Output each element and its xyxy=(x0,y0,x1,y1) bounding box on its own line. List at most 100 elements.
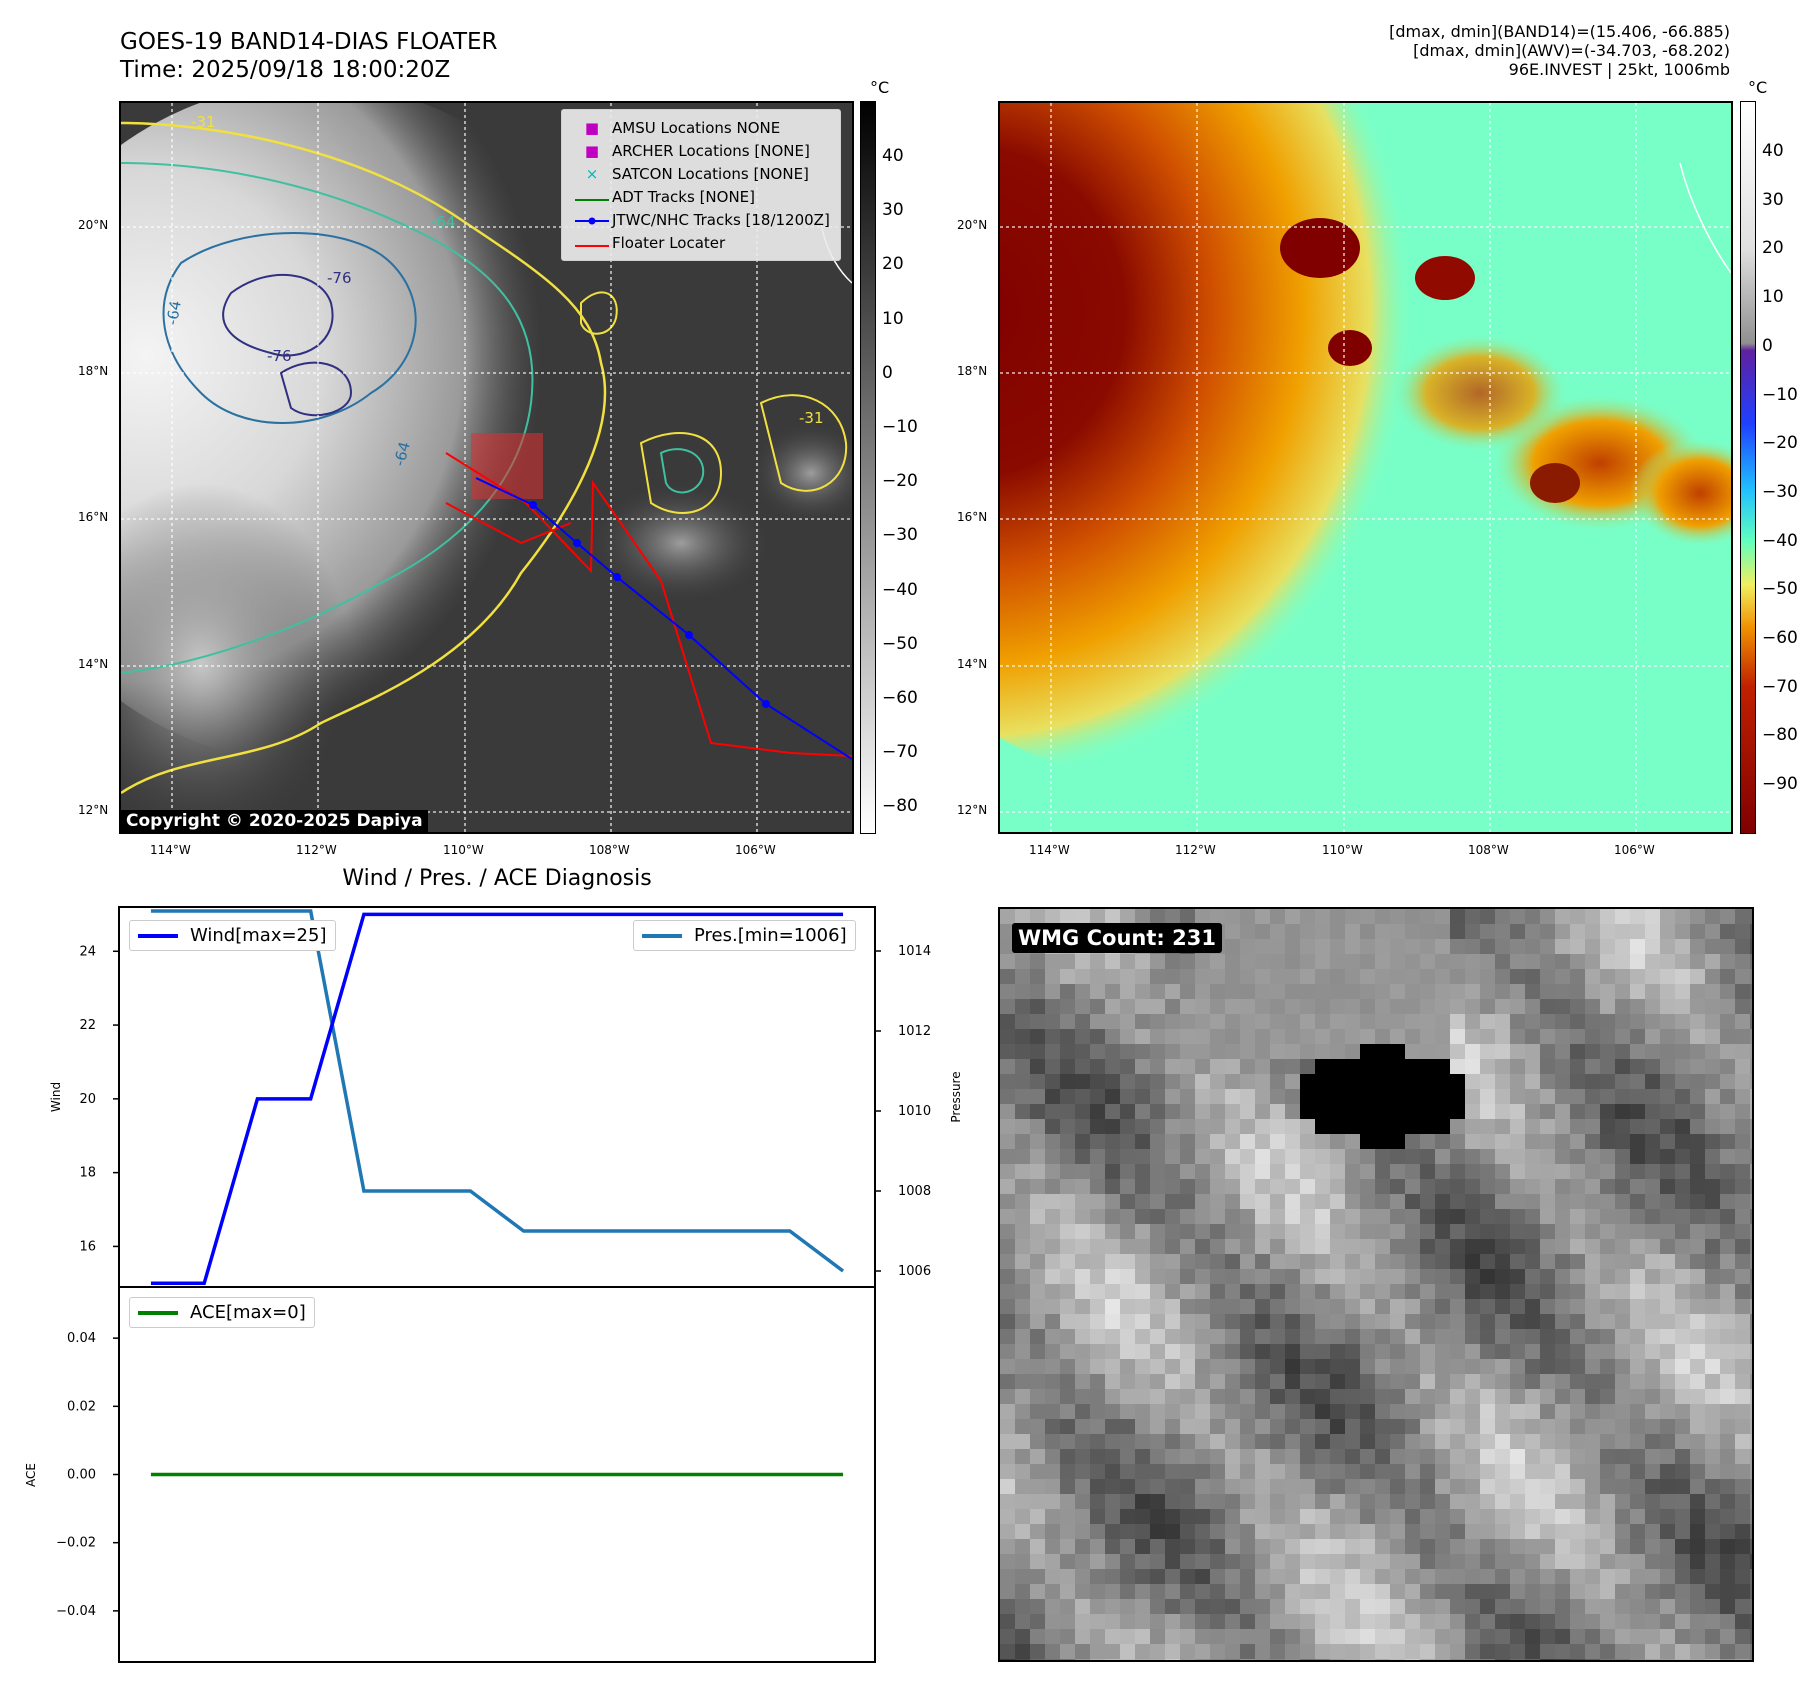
colorbar-tick-label: −10 xyxy=(882,417,918,437)
ace-tick-label: 0.04 xyxy=(67,1331,96,1346)
colorbar-tick-label: −50 xyxy=(1762,579,1798,600)
colorbar-tick-label: −80 xyxy=(882,796,918,817)
pressure-legend: Pres.[min=1006] xyxy=(633,920,856,951)
lon-label: 114°W xyxy=(1029,843,1070,857)
ace-tick-label: −0.02 xyxy=(56,1536,96,1551)
colorbar-tick-label: −80 xyxy=(1762,725,1798,746)
colorbar-tick-label: 20 xyxy=(882,254,904,275)
pressure-axis-label: Pressure xyxy=(949,1071,963,1122)
ace-tick-label: −0.04 xyxy=(56,1604,96,1619)
lat-label: 18°N xyxy=(957,364,988,378)
colorbar-tick-label: −40 xyxy=(1762,530,1798,551)
lon-label: 110°W xyxy=(1322,843,1363,857)
lat-label: 20°N xyxy=(957,218,988,232)
lat-label: 16°N xyxy=(78,510,109,524)
diagnosis-title: Wind / Pres. / ACE Diagnosis xyxy=(342,866,652,891)
colorbar-tick-label: −20 xyxy=(882,471,918,492)
pressure-tick-label: 1008 xyxy=(898,1184,931,1199)
title-line-1: GOES-19 BAND14-DIAS FLOATER xyxy=(120,29,498,55)
lat-label: 12°N xyxy=(957,803,988,817)
svg-text:-76: -76 xyxy=(327,269,352,287)
wind-tick-label: 24 xyxy=(79,944,96,959)
color-map-panel xyxy=(998,101,1733,834)
colorbar-unit: °C xyxy=(870,78,890,97)
info-line-2: [dmax, dmin](AWV)=(-34.703, -68.202) xyxy=(1413,41,1730,60)
legend-adt: ADT Tracks [NONE] xyxy=(575,187,756,206)
colorbar-tick-label: 30 xyxy=(882,200,904,221)
pressure-tick-label: 1012 xyxy=(898,1024,931,1039)
pressure-line xyxy=(150,909,845,1273)
svg-text:-64: -64 xyxy=(390,440,414,468)
colorbar-unit: °C xyxy=(1748,78,1768,97)
colorbar-tick-label: −10 xyxy=(1762,384,1798,405)
colorbar-tick-label: 40 xyxy=(1762,141,1784,161)
legend-satcon: × SATCON Locations [NONE] xyxy=(585,164,809,183)
colorbar-tick-label: −20 xyxy=(1762,433,1798,454)
pressure-tick-label: 1014 xyxy=(898,944,931,959)
pressure-tick-label: 1006 xyxy=(898,1264,931,1279)
wmg-panel: WMG Count: 231 xyxy=(998,907,1754,1662)
ir-map-panel: -31 -64 -76 -76 -64 -64 -31 ■ AMSU xyxy=(119,101,854,834)
colorbar-tick-label: −70 xyxy=(882,742,918,763)
legend-floater: Floater Locater xyxy=(575,233,726,252)
ace-axis-label: ACE xyxy=(24,1463,38,1487)
ace-legend: ACE[max=0] xyxy=(129,1297,315,1328)
ace-tick-label: 0.00 xyxy=(67,1468,96,1483)
lon-label: 110°W xyxy=(443,843,484,857)
colorbar-tick-label: −60 xyxy=(1762,628,1798,648)
wmg-image xyxy=(1000,909,1752,1660)
lat-label: 16°N xyxy=(957,510,988,524)
svg-text:-64: -64 xyxy=(163,299,185,326)
legend-amsu: ■ AMSU Locations NONE xyxy=(584,118,781,137)
color-map-image xyxy=(1000,103,1731,832)
lon-label: 106°W xyxy=(1614,843,1655,857)
svg-text:-31: -31 xyxy=(191,113,216,131)
lat-label: 18°N xyxy=(78,364,109,378)
colorbar-tick-label: −50 xyxy=(882,633,918,654)
lat-label: 14°N xyxy=(957,657,988,671)
colorbar-tick-label: −40 xyxy=(882,579,918,600)
ace-tick-label: 0.02 xyxy=(67,1399,96,1414)
wind-axis-label: Wind xyxy=(49,1082,63,1112)
lon-label: 112°W xyxy=(1175,843,1216,857)
colorbar-tick-label: 40 xyxy=(882,146,904,166)
wind-tick-label: 20 xyxy=(79,1092,96,1107)
lon-label: 106°W xyxy=(735,843,776,857)
svg-text:-31: -31 xyxy=(799,409,824,427)
colorbar-tick-label: −30 xyxy=(882,525,918,546)
timeseries-plot: 24 22 20 18 16 1014 1012 1010 1008 1006 0.04 0.02 0.… xyxy=(24,906,963,1663)
wind-legend: Wind[max=25] xyxy=(129,920,336,951)
lat-label: 20°N xyxy=(78,218,109,232)
colorbar-tick-label: −70 xyxy=(1762,676,1798,697)
lon-label: 108°W xyxy=(1468,843,1509,857)
colorbar-tick-label: 0 xyxy=(882,362,893,383)
wind-tick-label: 16 xyxy=(79,1239,96,1254)
wind-tick-label: 18 xyxy=(79,1166,96,1181)
colorbar-tick-label: −30 xyxy=(1762,481,1798,502)
wind-tick-label: 22 xyxy=(79,1018,96,1033)
chart-title: GOES-19 BAND14-DIAS FLOATER Time: 2025/0… xyxy=(120,28,498,84)
color-colorbar xyxy=(1740,101,1756,834)
lon-label: 112°W xyxy=(296,843,337,857)
copyright-label: Copyright © 2020-2025 Dapiya xyxy=(121,810,428,832)
legend-archer: ■ ARCHER Locations [NONE] xyxy=(584,141,810,160)
colorbar-tick-label: −60 xyxy=(882,688,918,708)
lon-label: 114°W xyxy=(150,843,191,857)
svg-text:-64: -64 xyxy=(431,213,456,231)
gray-colorbar xyxy=(860,101,876,834)
colorbar-tick-label: 30 xyxy=(1762,189,1784,210)
storm-info: [dmax, dmin](BAND14)=(15.406, -66.885) [… xyxy=(1389,22,1730,79)
lon-label: 108°W xyxy=(589,843,630,857)
map-legend: ■ AMSU Locations NONE ■ ARCHER Locations [… xyxy=(561,109,841,261)
info-line-1: [dmax, dmin](BAND14)=(15.406, -66.885) xyxy=(1389,22,1730,41)
lat-label: 12°N xyxy=(78,803,109,817)
colorbar-tick-label: 0 xyxy=(1762,335,1773,356)
legend-jtwc: JTWC/NHC Tracks [18/1200Z] xyxy=(572,208,830,231)
colorbar-tick-label: 20 xyxy=(1762,238,1784,259)
wmg-count: WMG Count: 231 xyxy=(1012,923,1222,953)
wind-pressure-axes xyxy=(118,906,876,1288)
wind-line xyxy=(150,912,844,1286)
colorbar-tick-label: 10 xyxy=(882,308,904,329)
colorbar-tick-label: −90 xyxy=(1762,774,1798,795)
info-line-3: 96E.INVEST | 25kt, 1006mb xyxy=(1508,60,1730,79)
